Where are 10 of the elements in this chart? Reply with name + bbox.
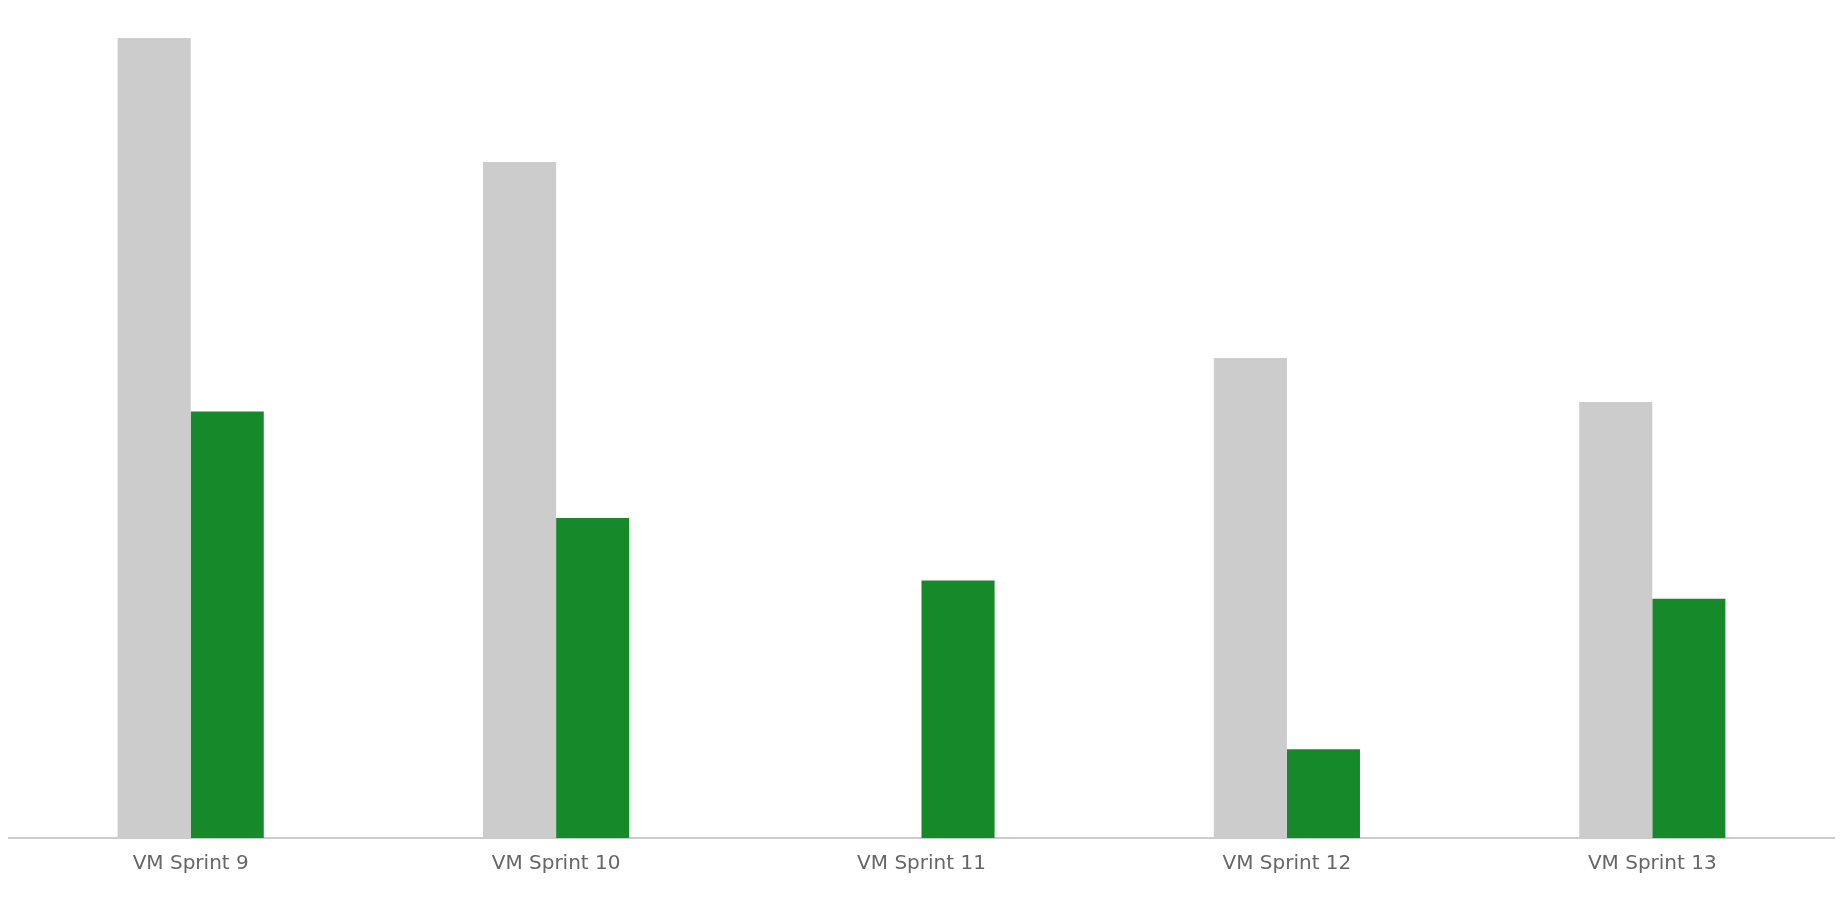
x-tick-label: VM Sprint 9 [132, 850, 249, 875]
x-tick-label: VM Sprint 13 [1587, 850, 1717, 875]
bar [1652, 598, 1726, 838]
x-tick-label: VM Sprint 10 [491, 850, 621, 875]
bar [921, 580, 995, 838]
bar [556, 518, 630, 838]
x-tick-label: VM Sprint 12 [1222, 850, 1352, 875]
bar [1286, 749, 1360, 838]
bar [190, 411, 264, 838]
x-tick-label: VM Sprint 11 [857, 850, 986, 875]
